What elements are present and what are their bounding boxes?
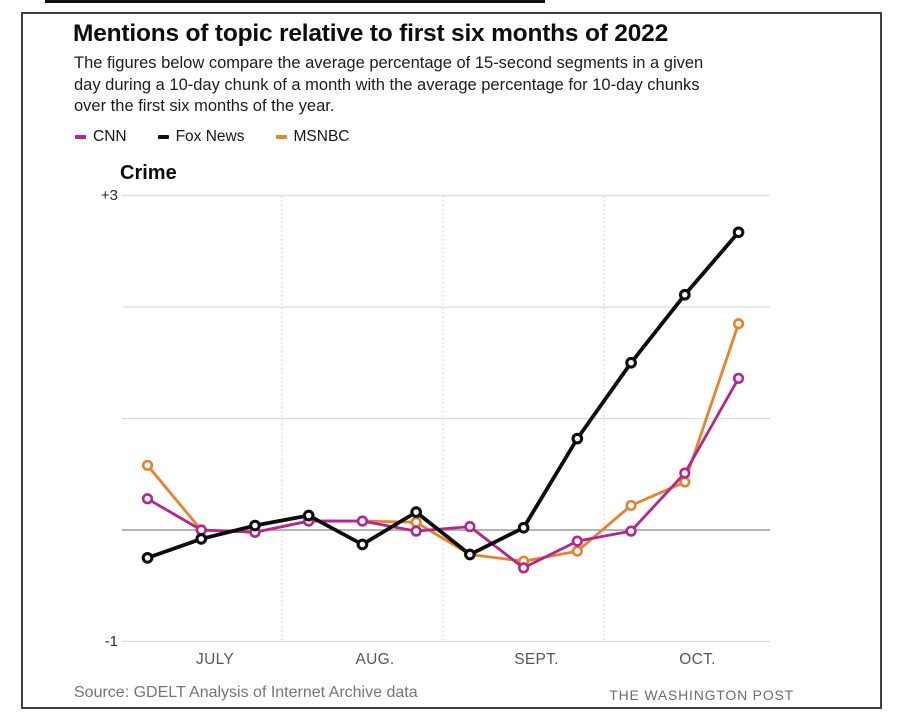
chart-description: The figures below compare the average pe… (74, 54, 704, 115)
x-axis-month-label: SEPT. (514, 651, 559, 668)
legend-item-cnn: CNN (75, 128, 127, 146)
legend-dash-icon (75, 135, 86, 139)
y-axis-label-bottom: -1 (104, 633, 118, 650)
x-axis-month-label: JULY (196, 651, 234, 668)
legend-label: CNN (93, 128, 127, 145)
y-axis-label-top: +3 (100, 187, 118, 204)
x-axis-month-label: AUG. (355, 651, 395, 668)
publisher-credit: THE WASHINGTON POST (609, 687, 794, 703)
chart-title: Crime (120, 162, 177, 184)
top-rule (45, 0, 545, 3)
legend-label: MSNBC (293, 128, 350, 145)
legend-item-fox-news: Fox News (157, 128, 245, 146)
legend-dash-icon (157, 135, 169, 139)
legend-item-msnbc: MSNBC (275, 128, 350, 146)
legend-label: Fox News (175, 128, 245, 145)
legend: CNN Fox News MSNBC (75, 128, 349, 146)
legend-dash-icon (275, 135, 287, 139)
page-title: Mentions of topic relative to first six … (73, 20, 669, 47)
source-note: Source: GDELT Analysis of Internet Archi… (74, 684, 418, 701)
x-axis-month-label: OCT. (679, 651, 716, 668)
